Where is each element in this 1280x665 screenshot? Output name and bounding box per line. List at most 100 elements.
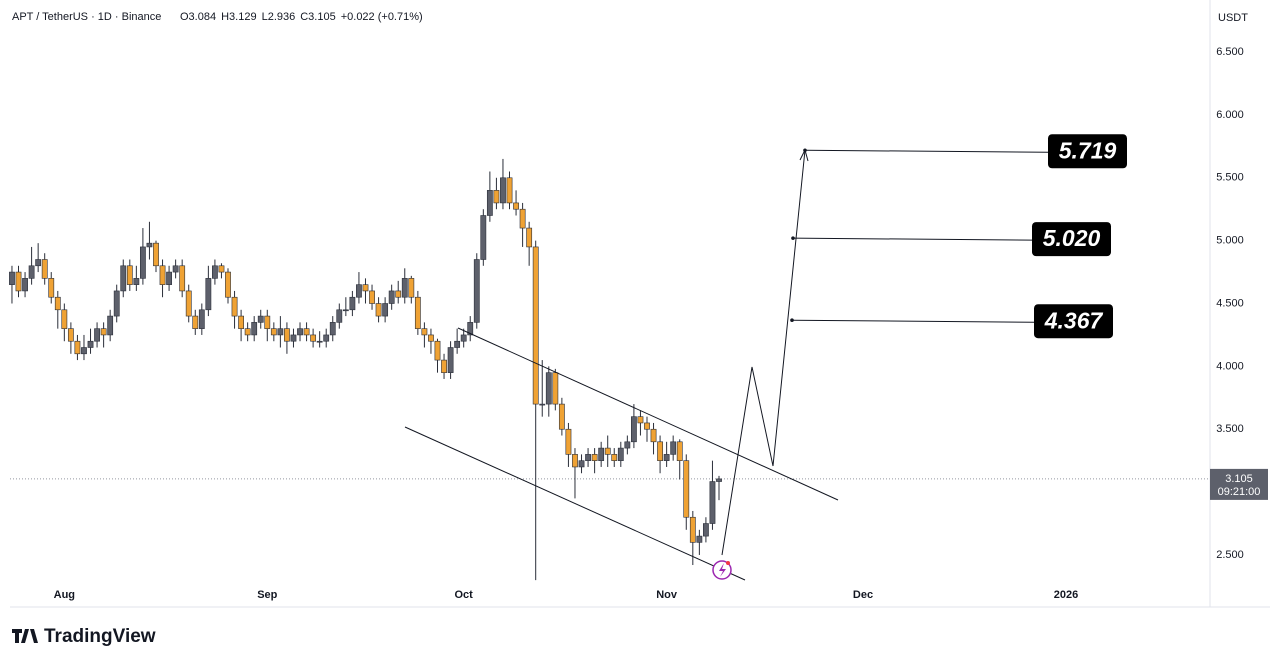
drawing-line [457,327,839,501]
candle-body [637,416,644,424]
candle-body [552,372,559,405]
candle-body [716,478,722,482]
y-tick-label: 4.000 [1216,360,1244,372]
candle-body [644,422,650,430]
ohlc-value: C3.105 [300,11,335,23]
y-tick-label: 4.500 [1216,297,1244,309]
target-dot [803,148,807,153]
candle-body [257,315,264,323]
candle-body [185,290,192,317]
candle-body [146,242,153,248]
candle-body [179,265,186,292]
target-line [804,149,1049,153]
candle-body [54,296,61,311]
candle-body [703,523,709,537]
candle-body [624,441,631,449]
candle-body [696,535,703,543]
brand-logo: TradingView [12,626,156,647]
price-tag [1210,468,1268,500]
candle-body [198,309,205,329]
candle-body [166,271,172,285]
target-label: 4.367 [1044,307,1104,333]
candle-body [565,428,572,455]
x-tick-label: 2026 [1054,589,1078,601]
candle-body [28,265,35,279]
candle-body [231,296,238,317]
target-label: 5.020 [1043,225,1101,251]
candle-body [35,259,42,267]
candle-body [447,347,454,373]
candle-body [159,265,166,285]
candle-body [663,454,670,461]
candle-body [126,265,133,285]
candle-body [473,259,480,323]
candle-body [139,246,146,279]
candle-body [382,303,389,317]
candle-body [67,328,74,342]
candle-body [48,278,55,298]
candle-body [244,328,251,336]
target-box [1048,134,1127,169]
y-tick-label: 5.000 [1216,235,1244,247]
candle-body [120,265,127,292]
candle-body [513,202,519,210]
candle-body [670,441,677,455]
candle-body [225,271,231,298]
candle-body [414,296,421,329]
candle-body [408,278,415,298]
candle-body [192,315,199,329]
candle-body [604,447,611,455]
candle-body [310,334,317,342]
candle-body [153,242,159,267]
candle-body [74,340,81,355]
x-tick-label: Dec [853,589,873,601]
candle-body [441,359,447,373]
candle-body [526,227,533,248]
candle-body [683,460,690,518]
ohlc-value: +0.022 (+0.71%) [341,11,423,23]
candle-body [630,416,637,443]
candle-body [532,246,539,405]
candle-body [336,309,343,323]
candle-body [519,208,526,229]
price-tag-countdown: 09:21:00 [1218,486,1261,498]
candle-body [9,271,15,285]
candle-body [578,460,585,468]
candle-body [277,328,284,336]
candle-body [284,328,290,342]
candle-body [558,403,565,430]
y-tick-label: 6.500 [1216,46,1244,58]
candle-body [316,340,323,343]
candle-body [617,447,624,461]
candle-body [591,454,598,461]
candle-body [94,328,100,342]
candle-body [329,322,336,336]
header: APT / TetherUS · 1D · Binance [12,11,161,23]
candle-body [460,334,467,342]
candle-body [342,309,349,312]
candle-body [395,290,402,298]
candle-body [61,309,68,329]
candle-body [375,303,382,317]
target-label: 5.719 [1059,137,1117,163]
candle-body [388,290,395,304]
candle-body [362,284,369,292]
candle-body [133,278,140,285]
candle-body [467,322,474,336]
ohlc-value: H3.129 [221,11,256,23]
projection-path [721,149,806,556]
candle-body [290,334,297,342]
candle-body [480,215,487,260]
candle-body [676,441,683,461]
candle-body [434,340,441,361]
target-line [792,237,1033,241]
candle-body [297,328,303,336]
drawing-line [404,426,746,581]
candle-body [709,481,716,524]
candle-body [238,315,244,329]
x-tick-label: Nov [656,589,678,601]
target-line [791,319,1035,323]
x-tick-label: Aug [54,589,75,601]
candle-body [611,454,618,461]
